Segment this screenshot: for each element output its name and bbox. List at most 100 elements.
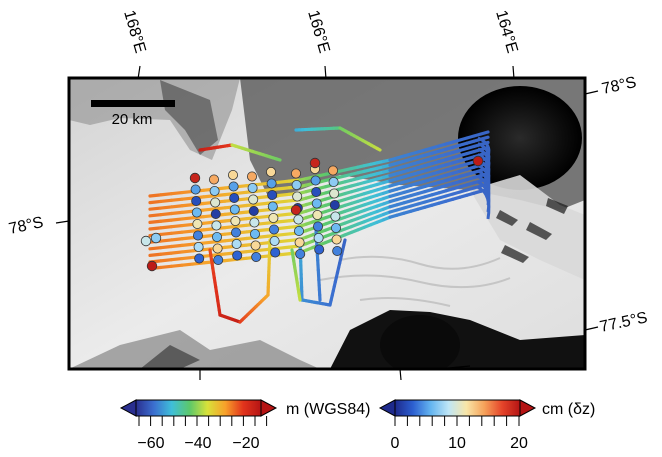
flight-track-segment: [234, 190, 249, 196]
survey-point: [247, 182, 258, 193]
flight-track-segment: [212, 206, 227, 211]
survey-point: [330, 211, 341, 222]
flight-track-segment: [276, 232, 291, 237]
flight-track-segment: [255, 247, 270, 253]
survey-point: [270, 247, 281, 258]
flight-track-segment: [148, 246, 163, 251]
survey-point: [210, 208, 221, 219]
lower-dome: [380, 315, 460, 369]
survey-point: [228, 181, 239, 192]
survey-point: [312, 209, 323, 220]
flight-track-segment: [159, 205, 174, 210]
lon-tick-166: [324, 65, 327, 80]
colorbar-elevation-extend-right: [260, 399, 278, 417]
flight-track-segment: [276, 252, 291, 257]
survey-point: [311, 198, 322, 209]
survey-point: [329, 188, 340, 199]
survey-point: [314, 244, 325, 255]
colorbar-elevation-extend-left: [119, 399, 137, 417]
flight-track-segment: [169, 210, 184, 216]
survey-point: [213, 254, 224, 265]
colorbar-elevation-tick-label: −20: [232, 435, 259, 452]
survey-point: [191, 207, 202, 218]
flight-track-segment: [342, 238, 347, 247]
survey-point: [210, 197, 221, 208]
flight-track-segment: [169, 204, 184, 209]
flight-track-segment: [159, 198, 174, 204]
survey-point: [192, 230, 203, 241]
survey-point: [230, 227, 241, 238]
survey-point: [229, 204, 240, 215]
survey-point: [332, 245, 343, 256]
flight-track-segment: [255, 201, 270, 206]
flight-track-segment: [244, 248, 259, 254]
survey-point: [190, 184, 201, 195]
flight-track-segment: [191, 261, 206, 266]
lat-label-right-775: 77.5°S: [598, 309, 649, 336]
survey-point: [312, 221, 323, 232]
flight-track-segment: [180, 216, 195, 221]
flight-track-segment: [159, 192, 174, 197]
lon-tick-164: [512, 65, 515, 80]
colorbar-displacement-ticks: [394, 416, 520, 426]
survey-point: [293, 225, 304, 236]
flight-track-segment: [159, 258, 174, 263]
survey-point: [267, 201, 278, 212]
survey-point: [246, 171, 257, 182]
colorbar-elevation-tick-label: −40: [184, 435, 211, 452]
survey-point: [249, 217, 260, 228]
flight-track-segment: [212, 252, 227, 257]
colorbar-elevation-tick-label: −60: [137, 435, 164, 452]
survey-point: [248, 194, 259, 205]
colorbar-displacement-tick-label: 20: [510, 435, 528, 452]
flight-track-segment: [169, 230, 184, 235]
survey-point: [212, 243, 223, 254]
colorbar-displacement-tick-label: 0: [391, 435, 400, 452]
flight-track-segment: [375, 146, 382, 152]
flight-track-segment: [159, 238, 174, 243]
flight-track-segment: [223, 224, 238, 230]
flight-track-segment: [244, 202, 259, 208]
survey-point: [211, 220, 222, 231]
flight-track-segment: [276, 245, 291, 250]
lat-tick-right-775: [584, 326, 599, 331]
flight-track-segment: [148, 226, 163, 231]
flight-track-segment: [223, 257, 238, 263]
survey-point: [268, 212, 279, 223]
flight-track-segment: [201, 253, 216, 258]
lon-label-164: 164°E: [492, 8, 520, 55]
survey-points: [140, 155, 484, 272]
survey-point: [295, 248, 306, 259]
survey-point: [328, 176, 339, 187]
flight-track-segment: [159, 244, 174, 250]
survey-point: [194, 253, 205, 264]
bottom-tick-2: [399, 368, 402, 381]
survey-point: [209, 185, 220, 196]
colorbar-displacement-unit: cm (δz): [542, 401, 595, 418]
flight-track-segment: [169, 263, 184, 268]
scale-bar-line: [91, 100, 175, 107]
flight-track-segment: [276, 212, 291, 217]
colorbar-elevation: −60 −40 −20 m (WGS84): [119, 399, 370, 452]
survey-point: [150, 232, 162, 244]
flight-track-segment: [276, 238, 291, 244]
colorbar-displacement-extend-left: [378, 399, 396, 417]
flight-track-segment: [255, 234, 270, 239]
flight-track-segment: [276, 186, 291, 191]
colorbar-displacement-tick-label: 10: [448, 435, 466, 452]
survey-point: [208, 174, 219, 185]
lon-label-168: 168°E: [120, 8, 148, 55]
survey-point: [265, 166, 276, 177]
flight-track-segment: [180, 242, 195, 247]
flight-track-segment: [169, 250, 184, 255]
survey-point: [227, 169, 238, 180]
flight-track-segment: [159, 225, 174, 230]
flight-track-turn: [477, 186, 491, 220]
flight-track-segment: [180, 209, 195, 214]
survey-point: [311, 186, 322, 197]
colorbar-elevation-ramp: [135, 399, 262, 417]
survey-point: [251, 251, 262, 262]
survey-point: [291, 179, 302, 190]
colorbar-displacement-ramp: [394, 399, 521, 417]
